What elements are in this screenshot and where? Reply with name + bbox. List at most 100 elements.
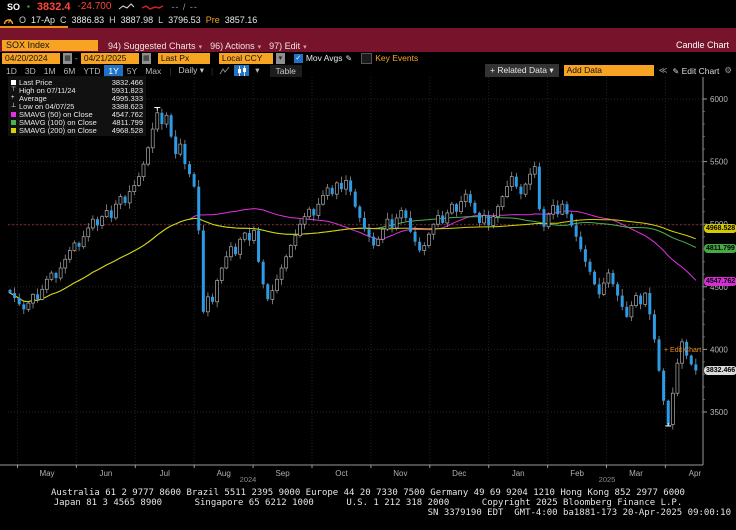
period-toolbar: 1D 3D 1M 6M YTD 1Y 5Y Max | Daily ▾ | ▾ Table +… xyxy=(0,64,736,77)
candle-chart-icon[interactable] xyxy=(234,65,250,76)
table-button[interactable]: Table xyxy=(269,64,302,77)
edit-chart-button[interactable]: ✎ Edit Chart xyxy=(672,65,720,76)
svg-text:Jan: Jan xyxy=(512,469,525,478)
svg-text:Jul: Jul xyxy=(160,469,170,478)
chart-type-label: Candle Chart xyxy=(675,40,729,50)
add-data-input[interactable]: Add Data xyxy=(563,65,654,76)
line-chart-icon[interactable] xyxy=(217,65,232,76)
close-value: 3886.83 xyxy=(71,14,105,25)
svg-text:6000: 6000 xyxy=(710,95,728,104)
svg-text:2025: 2025 xyxy=(599,475,616,483)
chart-style-dropdown[interactable]: ▾ xyxy=(255,65,260,75)
tick-indicator-icon: ▪ xyxy=(27,2,30,11)
moving-average-lines xyxy=(9,208,697,303)
candle-chart-canvas[interactable]: 600055005000450040003500MayJunJulAugSepO… xyxy=(0,77,736,483)
period-6m[interactable]: 6M xyxy=(63,65,76,76)
legend-row: + Average 4995.333 xyxy=(11,93,143,103)
period-1m[interactable]: 1M xyxy=(43,65,56,76)
menu-bar: SOX Index 94) Suggested Charts ▾ 96) Actio… xyxy=(0,28,736,52)
date-to-input[interactable]: 04/21/2025 xyxy=(80,52,139,64)
legend-marker-icon: ⊥ xyxy=(11,102,17,109)
key-events-label: Key Events xyxy=(375,53,419,63)
legend-marker-icon xyxy=(11,79,16,85)
frequency-select[interactable]: Daily ▾ xyxy=(178,65,205,75)
open-label: O xyxy=(19,14,27,25)
svg-text:Sep: Sep xyxy=(275,469,290,478)
svg-text:Oct: Oct xyxy=(335,469,348,478)
legend-marker-icon xyxy=(11,119,16,125)
svg-text:Jun: Jun xyxy=(99,469,112,478)
security-input[interactable]: SOX Index xyxy=(2,39,98,51)
high-label: H xyxy=(109,14,116,25)
legend-row: ⊥ Low on 04/07/25 3388.623 xyxy=(11,101,143,111)
calendar-icon[interactable]: ▦ xyxy=(63,52,72,64)
candles-layer xyxy=(8,107,698,430)
close-label: C xyxy=(60,14,67,25)
chevron-down-icon: ▾ xyxy=(198,44,203,51)
svg-text:May: May xyxy=(39,469,54,478)
footer-session-info: SN 3379190 EDT GMT-4:00 ba1881-173 20-Ap… xyxy=(427,508,731,518)
last-price-badge: 3832.466 xyxy=(704,366,736,376)
period-max[interactable]: Max xyxy=(145,65,162,76)
footer-contacts-2: Japan 81 3 4565 8900 Singapore 65 6212 1… xyxy=(53,498,683,508)
chevron-down-icon: ▾ xyxy=(257,44,262,51)
smavg-100-badge: 4811.799 xyxy=(704,243,736,253)
chevron-down-icon[interactable]: ▾ xyxy=(275,52,285,64)
svg-text:5500: 5500 xyxy=(710,158,728,167)
quote-header: SO ▪ 3832.4 -24.700 -- / -- xyxy=(0,0,736,13)
divider: | xyxy=(211,65,214,76)
ticker-symbol: SO xyxy=(7,1,21,12)
svg-text:2024: 2024 xyxy=(240,475,257,483)
period-ytd[interactable]: YTD xyxy=(83,65,101,76)
related-data-button[interactable]: + Related Data ▾ xyxy=(485,64,559,77)
period-5y[interactable]: 5Y xyxy=(126,65,138,76)
pencil-icon[interactable]: ✎ xyxy=(345,53,353,63)
terminal-footer: Australia 61 2 9777 8600 Brazil 5511 239… xyxy=(0,488,736,518)
gear-icon[interactable]: ⚙ xyxy=(724,65,732,75)
svg-text:Feb: Feb xyxy=(570,469,584,478)
currency-select[interactable]: Local CCY xyxy=(218,52,273,64)
mov-avgs-checkbox[interactable]: ✓ xyxy=(293,53,303,63)
axes-layer: 600055005000450040003500MayJunJulAugSepO… xyxy=(0,77,728,483)
legend-row: SMAVG (200) on Close 4968.528 xyxy=(11,126,143,135)
svg-text:Dec: Dec xyxy=(452,469,466,478)
bid-ask-placeholder: -- / -- xyxy=(171,1,198,12)
date-from-input[interactable]: 04/20/2024 xyxy=(2,52,60,64)
menu-items: 94) Suggested Charts ▾ 96) Actions ▾ 97) Edi… xyxy=(108,36,315,54)
menu-item-2[interactable]: 97) Edit ▾ xyxy=(269,41,307,51)
low-value: 3796.53 xyxy=(168,14,201,25)
pencil-icon: ✎ xyxy=(672,66,680,76)
divider: | xyxy=(169,65,172,76)
menu-item-0[interactable]: 94) Suggested Charts ▾ xyxy=(108,41,203,51)
legend-marker-icon xyxy=(11,111,16,117)
period-buttons: 1D 3D 1M 6M YTD 1Y 5Y Max xyxy=(2,64,165,77)
price-field-input[interactable]: Last Px xyxy=(157,52,210,64)
legend-marker-icon: ⊤ xyxy=(11,86,17,93)
calendar-icon[interactable]: ▦ xyxy=(141,52,151,64)
key-events-checkbox[interactable] xyxy=(361,52,373,64)
svg-text:4500: 4500 xyxy=(710,283,728,292)
menu-item-1[interactable]: 96) Actions ▾ xyxy=(210,41,262,51)
legend-marker-icon: + xyxy=(11,94,15,101)
svg-text:Mar: Mar xyxy=(629,469,643,478)
collapse-icon[interactable]: ≪ xyxy=(658,65,668,75)
period-3d[interactable]: 3D xyxy=(24,65,36,76)
legend-marker-icon xyxy=(11,127,16,133)
low-label: L xyxy=(158,14,164,25)
footer-contacts-1: Australia 61 2 9777 8600 Brazil 5511 239… xyxy=(51,488,685,498)
grid-layer xyxy=(8,77,703,465)
svg-text:Apr: Apr xyxy=(689,469,702,478)
smavg-50-badge: 4547.762 xyxy=(704,276,736,286)
period-1d[interactable]: 1D xyxy=(6,65,17,76)
mov-avgs-label: Mov Avgs xyxy=(305,53,343,63)
ohlc-date: 17-Ap xyxy=(31,14,56,25)
quick-edit-chart-overlay[interactable]: + Edit Chart xyxy=(664,347,702,354)
legend-row: Last Price 3832.466 xyxy=(11,78,143,87)
chart-legend: Last Price 3832.466 ⊤ High on 07/11/24 5931.… xyxy=(8,76,146,136)
active-tab-underline xyxy=(0,26,68,28)
chart-settings-toolbar: 04/20/2024 ▦ - 04/21/2025 ▦ Last Px Loca… xyxy=(0,52,736,64)
svg-text:3500: 3500 xyxy=(710,408,728,417)
ohlc-bar: O 17-Ap C 3886.83 H 3887.98 L 3796.53 Pr… xyxy=(0,13,736,26)
chart-area[interactable]: 600055005000450040003500MayJunJulAugSepO… xyxy=(0,76,736,483)
period-1y[interactable]: 1Y xyxy=(104,64,123,77)
